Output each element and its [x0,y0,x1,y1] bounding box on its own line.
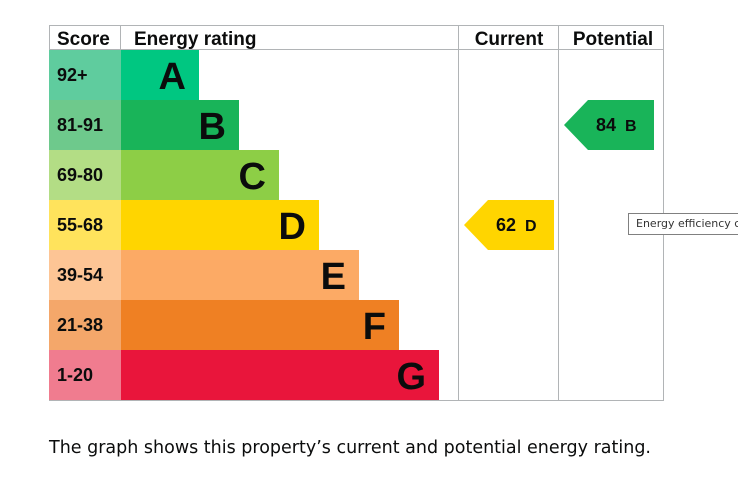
score-label-d: 55-68 [57,215,103,235]
band-bar-f [121,300,399,350]
chart-grid [49,25,664,401]
score-label-c: 69-80 [57,165,103,185]
header-energy-rating: Energy rating [134,29,256,50]
score-cell-d [49,200,121,250]
score-cell-c [49,150,121,200]
band-bar-g [121,350,439,400]
score-label-e: 39-54 [57,265,103,285]
potential-rating-marker [564,100,654,150]
rating-markers: 62 D 84 B [464,100,654,250]
score-label-a: 92+ [57,65,88,85]
band-letter-a: A [159,56,186,98]
chart-tooltip: Energy efficiency chart [628,213,738,235]
potential-rating-letter: B [625,118,637,135]
header-potential: Potential [573,29,653,50]
band-letter-g: G [396,356,426,398]
chart-caption: The graph shows this property’s current … [49,438,651,458]
band-bar-a [121,50,199,100]
potential-rating-value: 84 [596,115,616,135]
current-rating-value: 62 [496,215,516,235]
band-letter-c: C [239,156,266,198]
score-label-g: 1-20 [57,365,93,385]
rating-bands: 92+ A 81-91 B 69-80 C 55-68 D 39-54 E 21-38 F 1-20 G [49,50,439,400]
band-bar-d [121,200,319,250]
band-letter-e: E [321,256,346,298]
score-label-b: 81-91 [57,115,103,135]
band-letter-f: F [363,306,386,348]
current-rating-letter: D [525,218,537,235]
header-score: Score [57,29,110,50]
score-cell-f [49,300,121,350]
band-letter-d: D [279,206,306,248]
header-current: Current [475,29,544,50]
score-cell-b [49,100,121,150]
band-letter-b: B [199,106,226,148]
band-bar-c [121,150,279,200]
current-rating-marker [464,200,554,250]
score-cell-g [49,350,121,400]
score-cell-e [49,250,121,300]
band-bar-e [121,250,359,300]
score-cell-a [49,50,121,100]
band-bar-b [121,100,239,150]
score-label-f: 21-38 [57,315,103,335]
